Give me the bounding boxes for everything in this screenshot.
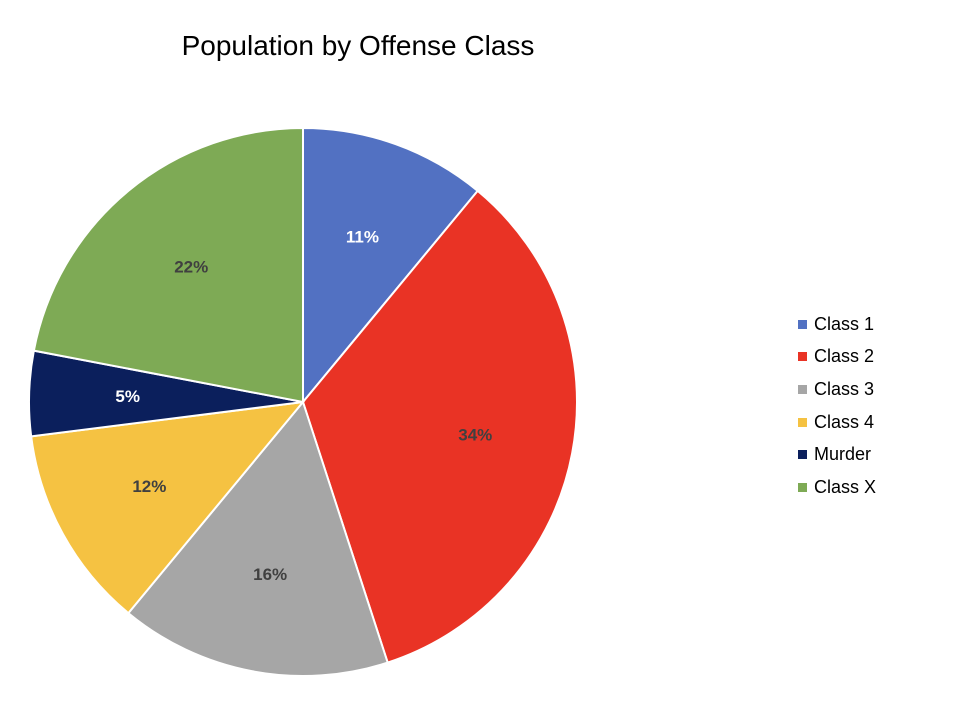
- legend-item-class-3: Class 3: [798, 373, 876, 406]
- legend-swatch-class-3: [798, 384, 807, 394]
- legend-item-class-4: Class 4: [798, 406, 876, 439]
- chart-title: Population by Offense Class: [181, 30, 535, 61]
- legend-item-class-1: Class 1: [798, 308, 876, 341]
- pie-slice-class-1: [302, 126, 480, 405]
- legend-label-class-x: Class X: [814, 476, 877, 497]
- legend-label-class-4: Class 4: [814, 411, 875, 432]
- legend-swatch-class-2: [798, 352, 807, 362]
- pie-slice-class-3: [126, 399, 389, 677]
- legend-swatch-murder: [798, 450, 807, 460]
- legend-item-murder: Murder: [798, 438, 876, 471]
- legend-label-class-2: Class 2: [814, 346, 875, 367]
- data-label-class-x: 22%: [174, 257, 208, 276]
- pie-slice-class-4: [30, 400, 306, 615]
- data-label-class-3: 16%: [253, 565, 287, 584]
- data-label-class-1: 11%: [346, 228, 379, 247]
- legend-label-class-3: Class 3: [814, 378, 875, 399]
- legend-swatch-class-1: [798, 319, 807, 329]
- legend-label-class-1: Class 1: [814, 313, 875, 334]
- legend-item-class-x: Class X: [798, 471, 876, 504]
- legend-swatch-class-x: [798, 482, 807, 492]
- data-label-class-4: 12%: [132, 477, 166, 496]
- data-label-class-2: 34%: [458, 425, 492, 444]
- data-label-murder: 5%: [115, 387, 140, 406]
- legend-item-class-2: Class 2: [798, 341, 876, 374]
- legend-label-murder: Murder: [814, 444, 872, 465]
- legend-swatch-class-4: [798, 417, 807, 427]
- pie-slice-class-x: [32, 126, 304, 404]
- legend: Class 1 Class 2 Class 3 Class 4 Murder Class …: [798, 308, 876, 504]
- pie-slice-class-2: [301, 189, 578, 664]
